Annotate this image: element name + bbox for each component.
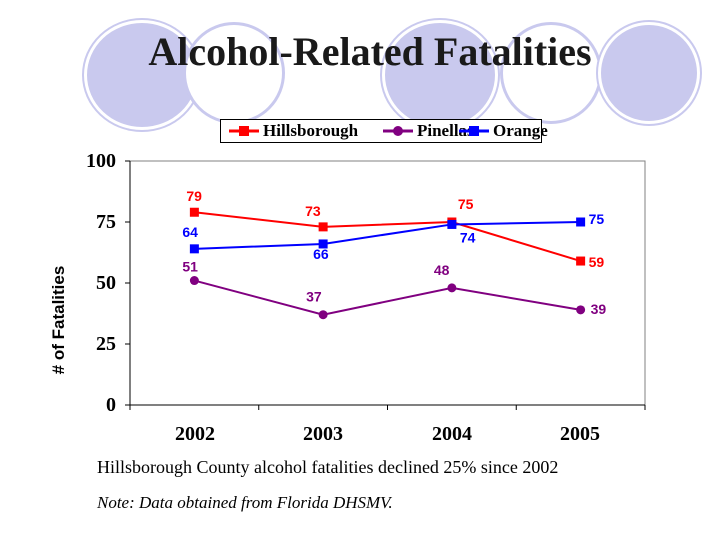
data-point-pinellas — [576, 305, 586, 315]
data-point-hillsborough — [318, 222, 328, 232]
data-label-pinellas: 48 — [434, 262, 450, 278]
data-point-hillsborough — [189, 207, 199, 217]
series-line-orange — [194, 221, 581, 250]
x-tick-label: 2004 — [432, 423, 472, 445]
data-label-pinellas: 51 — [182, 259, 198, 275]
decorative-ring — [183, 22, 285, 124]
decorative-circle — [598, 22, 700, 124]
y-tick-label: 50 — [96, 272, 116, 294]
chart-caption: Hillsborough County alcohol fatalities d… — [97, 457, 559, 477]
y-tick-label: 75 — [96, 211, 116, 233]
page-title: Alcohol-Related Fatalities — [148, 29, 592, 74]
data-source-note: Note: Data obtained from Florida DHSMV. — [97, 493, 393, 512]
y-tick-label: 100 — [86, 150, 116, 172]
data-label-orange: 66 — [313, 246, 329, 262]
data-label-pinellas: 37 — [306, 289, 322, 305]
data-label-hillsborough: 79 — [186, 188, 202, 204]
data-point-hillsborough — [576, 256, 586, 266]
data-label-orange: 74 — [460, 229, 476, 245]
y-tick-label: 25 — [96, 333, 116, 355]
series-line-pinellas — [194, 279, 581, 316]
data-point-pinellas — [447, 283, 457, 293]
x-tick-label: 2002 — [175, 423, 215, 445]
series-line-hillsborough — [194, 211, 581, 262]
legend-label-pinellas: Pinellas — [417, 121, 474, 140]
data-point-orange — [576, 217, 586, 227]
data-point-pinellas — [318, 310, 328, 320]
data-label-orange: 75 — [589, 211, 605, 227]
legend-label-hillsborough: Hillsborough — [263, 121, 359, 140]
data-label-hillsborough: 59 — [589, 254, 605, 270]
legend-marker-orange — [459, 126, 489, 136]
y-tick-label: 0 — [106, 394, 116, 416]
x-tick-label: 2003 — [303, 423, 343, 445]
legend-marker-hillsborough — [229, 126, 259, 136]
legend-marker-pinellas — [383, 126, 413, 136]
data-label-orange: 64 — [182, 224, 198, 240]
data-point-orange — [447, 219, 457, 229]
legend-label-orange: Orange — [493, 121, 548, 140]
x-tick-label: 2005 — [560, 423, 600, 445]
data-label-hillsborough: 75 — [458, 196, 474, 212]
decorative-circle — [84, 20, 200, 130]
chart-legend: Hillsborough Pinellas Orange — [220, 119, 548, 143]
data-point-orange — [189, 244, 199, 254]
data-label-pinellas: 39 — [591, 301, 607, 317]
data-point-pinellas — [189, 276, 199, 286]
data-point-orange — [318, 239, 328, 249]
data-label-hillsborough: 73 — [305, 203, 321, 219]
